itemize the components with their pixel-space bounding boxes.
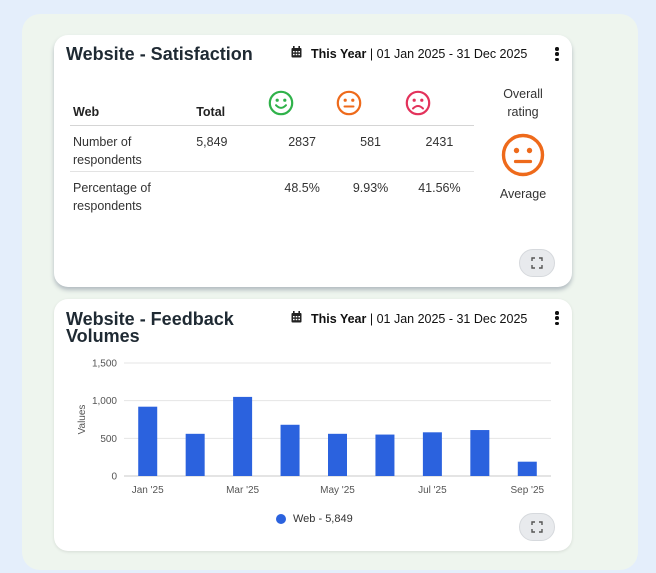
y-axis-label: Values xyxy=(77,405,88,435)
legend-label: Web - 5,849 xyxy=(293,513,353,525)
date-separator: | xyxy=(366,311,377,326)
bar xyxy=(280,424,300,476)
y-tick-label: 0 xyxy=(111,472,117,483)
col-header-neutral xyxy=(336,90,404,126)
satisfaction-table: Web Total Number of respondents 5,849 28… xyxy=(70,90,474,218)
date-range-text: 01 Jan 2025 - 31 Dec 2025 xyxy=(376,46,528,61)
satisfaction-date-range[interactable]: This Year | 01 Jan 2025 - 31 Dec 2025 xyxy=(291,46,527,61)
bar xyxy=(185,433,205,476)
cell-happy: 48.5% xyxy=(284,181,320,195)
row-label: Number of respondents xyxy=(73,135,142,167)
col-header-happy xyxy=(268,90,336,126)
expand-button[interactable] xyxy=(519,249,555,277)
x-tick-label: May '25 xyxy=(320,485,355,496)
expand-button[interactable] xyxy=(519,513,555,541)
cell-sad: 2431 xyxy=(425,135,454,149)
kebab-menu-icon[interactable] xyxy=(555,311,559,325)
cell-neutral: 581 xyxy=(360,135,381,149)
date-separator: | xyxy=(366,46,377,61)
bar xyxy=(375,434,395,476)
x-tick-label: Mar '25 xyxy=(226,485,259,496)
feedback-bar-chart: 0 500 1,000 1,500 Values Jan '25 Mar '25 May '2… xyxy=(77,359,551,496)
calendar-icon xyxy=(291,46,302,61)
kebab-menu-icon[interactable] xyxy=(555,47,559,61)
date-range-text: 01 Jan 2025 - 31 Dec 2025 xyxy=(376,311,528,326)
feedback-title: Website - Feedback Volumes xyxy=(66,309,234,346)
cell-happy: 2837 xyxy=(288,135,317,149)
bar xyxy=(328,433,347,476)
col-header-sad xyxy=(405,90,474,126)
table-row: Percentage of respondents 48.5% 9.93% 41… xyxy=(70,172,474,218)
bar xyxy=(233,396,253,476)
satisfaction-title: Website - Satisfaction xyxy=(66,44,253,64)
table-row: Number of respondents 5,849 2837 581 243… xyxy=(70,126,474,172)
calendar-icon xyxy=(291,311,302,326)
satisfaction-card: Website - Satisfaction This Year | 01 Ja… xyxy=(54,35,572,287)
table-header-row: Web Total xyxy=(70,90,474,126)
y-tick-label: 1,000 xyxy=(92,396,117,407)
y-tick-label: 500 xyxy=(100,434,117,445)
bar xyxy=(517,461,537,476)
neutral-face-icon xyxy=(501,133,545,177)
cell-sad: 41.56% xyxy=(418,181,461,195)
overall-rating: Overall rating Average xyxy=(491,85,555,203)
happy-face-icon xyxy=(268,90,294,116)
legend-swatch xyxy=(276,514,286,524)
expand-icon xyxy=(531,257,543,269)
sad-face-icon xyxy=(405,90,431,116)
neutral-face-icon xyxy=(337,90,362,116)
x-tick-label: Jan '25 xyxy=(132,485,164,496)
date-preset-label: This Year xyxy=(311,46,367,61)
col-header-total: Total xyxy=(196,105,226,119)
cell-total xyxy=(196,172,268,218)
row-label: Percentage of respondents xyxy=(73,181,151,213)
cell-total: 5,849 xyxy=(196,135,228,149)
bar xyxy=(138,406,158,476)
bar xyxy=(470,430,490,476)
x-tick-label: Sep '25 xyxy=(510,485,544,496)
overall-rating-value: Average xyxy=(499,187,547,201)
expand-icon xyxy=(531,521,543,533)
date-preset-label: This Year xyxy=(311,311,367,326)
bar xyxy=(422,432,442,476)
chart-legend[interactable]: Web - 5,849 xyxy=(276,513,353,525)
feedback-date-range[interactable]: This Year | 01 Jan 2025 - 31 Dec 2025 xyxy=(291,311,527,326)
feedback-volumes-card: Website - Feedback Volumes This Year | 0… xyxy=(54,299,572,551)
y-tick-label: 1,500 xyxy=(92,359,117,370)
overall-rating-label: Overall rating xyxy=(503,87,543,119)
col-header-channel: Web xyxy=(73,105,100,119)
x-tick-label: Jul '25 xyxy=(418,485,447,496)
cell-neutral: 9.93% xyxy=(352,181,389,195)
